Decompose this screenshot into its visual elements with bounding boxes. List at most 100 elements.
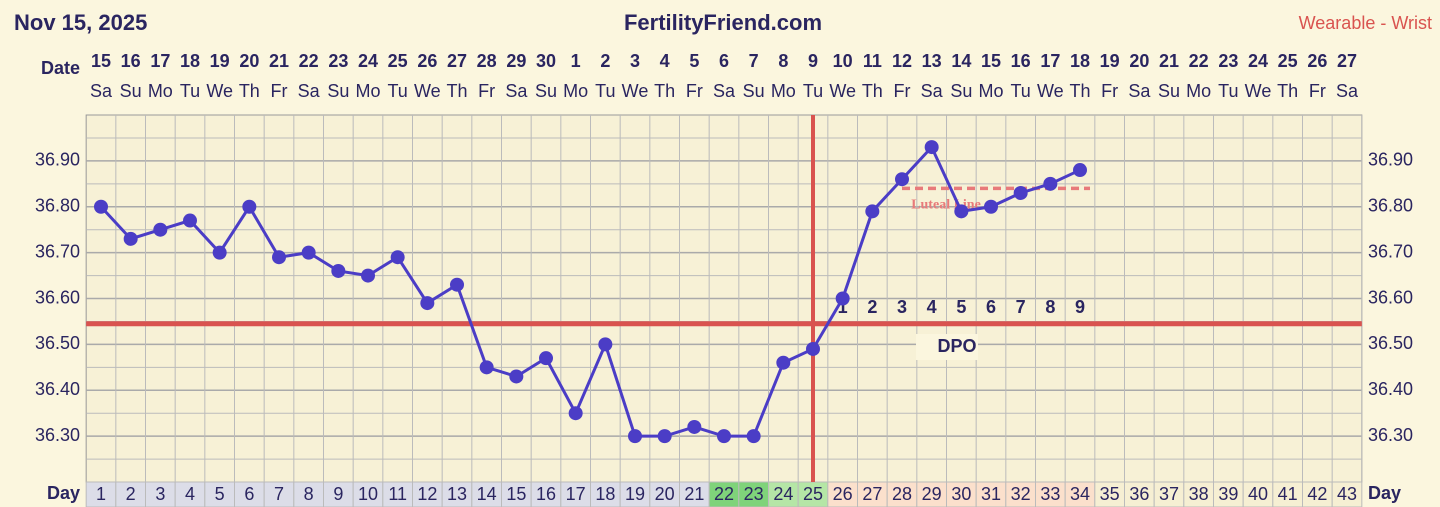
y-tick-label-right: 36.50 bbox=[1368, 333, 1413, 353]
date-label: 14 bbox=[951, 51, 971, 71]
day-label: 6 bbox=[244, 484, 254, 504]
weekday-label: Sa bbox=[505, 81, 528, 101]
weekday-label: Th bbox=[1069, 81, 1090, 101]
temperature-point bbox=[717, 429, 731, 444]
day-label: 11 bbox=[388, 484, 407, 504]
date-label: 27 bbox=[1337, 51, 1357, 71]
temperature-point bbox=[954, 204, 969, 219]
day-label: 40 bbox=[1248, 484, 1268, 504]
day-label: 42 bbox=[1307, 484, 1327, 504]
weekday-label: We bbox=[414, 81, 441, 101]
date-label: 16 bbox=[121, 51, 141, 71]
weekday-label: Tu bbox=[387, 81, 407, 101]
weekday-label: Fr bbox=[478, 81, 495, 101]
y-tick-label-right: 36.90 bbox=[1368, 150, 1413, 170]
temperature-point bbox=[509, 369, 524, 384]
weekday-label: Th bbox=[239, 81, 260, 101]
temperature-point bbox=[1013, 185, 1028, 200]
day-cell bbox=[827, 481, 858, 507]
weekday-label: Fr bbox=[894, 81, 911, 101]
date-row-label: Date bbox=[41, 58, 80, 78]
day-label: 38 bbox=[1189, 484, 1209, 504]
date-label: 24 bbox=[1248, 51, 1268, 71]
date-label: 21 bbox=[1159, 51, 1179, 71]
date-label: 3 bbox=[630, 51, 640, 71]
day-label: 35 bbox=[1100, 484, 1120, 504]
weekday-label: Sa bbox=[298, 81, 321, 101]
weekday-label: We bbox=[829, 81, 856, 101]
date-label: 17 bbox=[150, 51, 170, 71]
y-tick-label: 36.50 bbox=[35, 333, 80, 353]
weekday-label: Fr bbox=[1309, 81, 1326, 101]
day-cell bbox=[85, 481, 117, 507]
weekday-label: We bbox=[622, 81, 649, 101]
temperature-point bbox=[450, 277, 464, 292]
date-label: 6 bbox=[719, 51, 729, 71]
weekday-label: Sa bbox=[713, 81, 736, 101]
temperature-point bbox=[153, 222, 168, 237]
temperature-point bbox=[479, 360, 494, 375]
day-cell bbox=[708, 481, 740, 507]
temperature-point bbox=[331, 263, 346, 278]
weekday-label: Tu bbox=[1010, 81, 1030, 101]
weekday-label: Sa bbox=[1336, 81, 1359, 101]
date-label: 26 bbox=[417, 51, 437, 71]
day-label: 20 bbox=[655, 484, 675, 504]
date-label: 22 bbox=[1189, 51, 1209, 71]
weekday-label: Tu bbox=[180, 81, 200, 101]
date-label: 25 bbox=[1278, 51, 1298, 71]
weekday-label: Mo bbox=[978, 81, 1003, 101]
date-label: 1 bbox=[571, 51, 581, 71]
day-label: 33 bbox=[1040, 484, 1060, 504]
date-label: 15 bbox=[981, 51, 1001, 71]
date-label: 30 bbox=[536, 51, 556, 71]
weekday-label: Mo bbox=[148, 81, 173, 101]
weekday-label: We bbox=[1245, 81, 1272, 101]
day-label: 39 bbox=[1218, 484, 1238, 504]
day-row-label-right: Day bbox=[1368, 483, 1401, 503]
weekday-label: Fr bbox=[1101, 81, 1118, 101]
temperature-point bbox=[361, 268, 375, 283]
day-cell bbox=[501, 481, 532, 507]
date-label: 23 bbox=[1218, 51, 1238, 71]
day-label: 28 bbox=[892, 484, 912, 504]
weekday-label: We bbox=[206, 81, 233, 101]
day-label: 32 bbox=[1011, 484, 1031, 504]
temperature-point bbox=[1043, 176, 1058, 191]
day-cell bbox=[590, 481, 621, 507]
day-cell bbox=[1331, 481, 1363, 507]
y-tick-label: 36.70 bbox=[35, 241, 80, 261]
temperature-line bbox=[99, 144, 1081, 438]
y-tick-label-right: 36.30 bbox=[1368, 425, 1413, 445]
weekday-label: Th bbox=[446, 81, 467, 101]
temperature-point bbox=[628, 429, 642, 444]
temperature-point bbox=[272, 250, 286, 265]
date-label: 4 bbox=[660, 51, 670, 71]
weekday-label: Sa bbox=[921, 81, 944, 101]
dpo-number: 8 bbox=[1045, 297, 1055, 317]
day-label: 8 bbox=[304, 484, 314, 504]
day-cell bbox=[1153, 481, 1185, 507]
date-label: 18 bbox=[180, 51, 200, 71]
weekday-label: Su bbox=[120, 81, 142, 101]
date-label: 8 bbox=[778, 51, 788, 71]
day-label: 24 bbox=[773, 484, 793, 504]
temperature-point bbox=[301, 245, 316, 260]
dpo-number: 9 bbox=[1075, 297, 1085, 317]
weekday-label: Tu bbox=[595, 81, 615, 101]
day-label: 19 bbox=[625, 484, 645, 504]
day-label: 4 bbox=[185, 484, 195, 504]
temperature-point bbox=[746, 429, 761, 444]
weekday-label: Mo bbox=[355, 81, 380, 101]
temperature-point bbox=[539, 351, 553, 366]
temperature-point bbox=[183, 213, 197, 228]
y-tick-label: 36.90 bbox=[35, 150, 80, 170]
y-tick-label-right: 36.40 bbox=[1368, 379, 1413, 399]
weekday-label: Tu bbox=[803, 81, 823, 101]
day-label: 13 bbox=[447, 484, 467, 504]
day-label: 16 bbox=[536, 484, 556, 504]
day-label: 34 bbox=[1070, 484, 1090, 504]
temperature-point bbox=[835, 291, 850, 306]
day-label: 15 bbox=[506, 484, 526, 504]
